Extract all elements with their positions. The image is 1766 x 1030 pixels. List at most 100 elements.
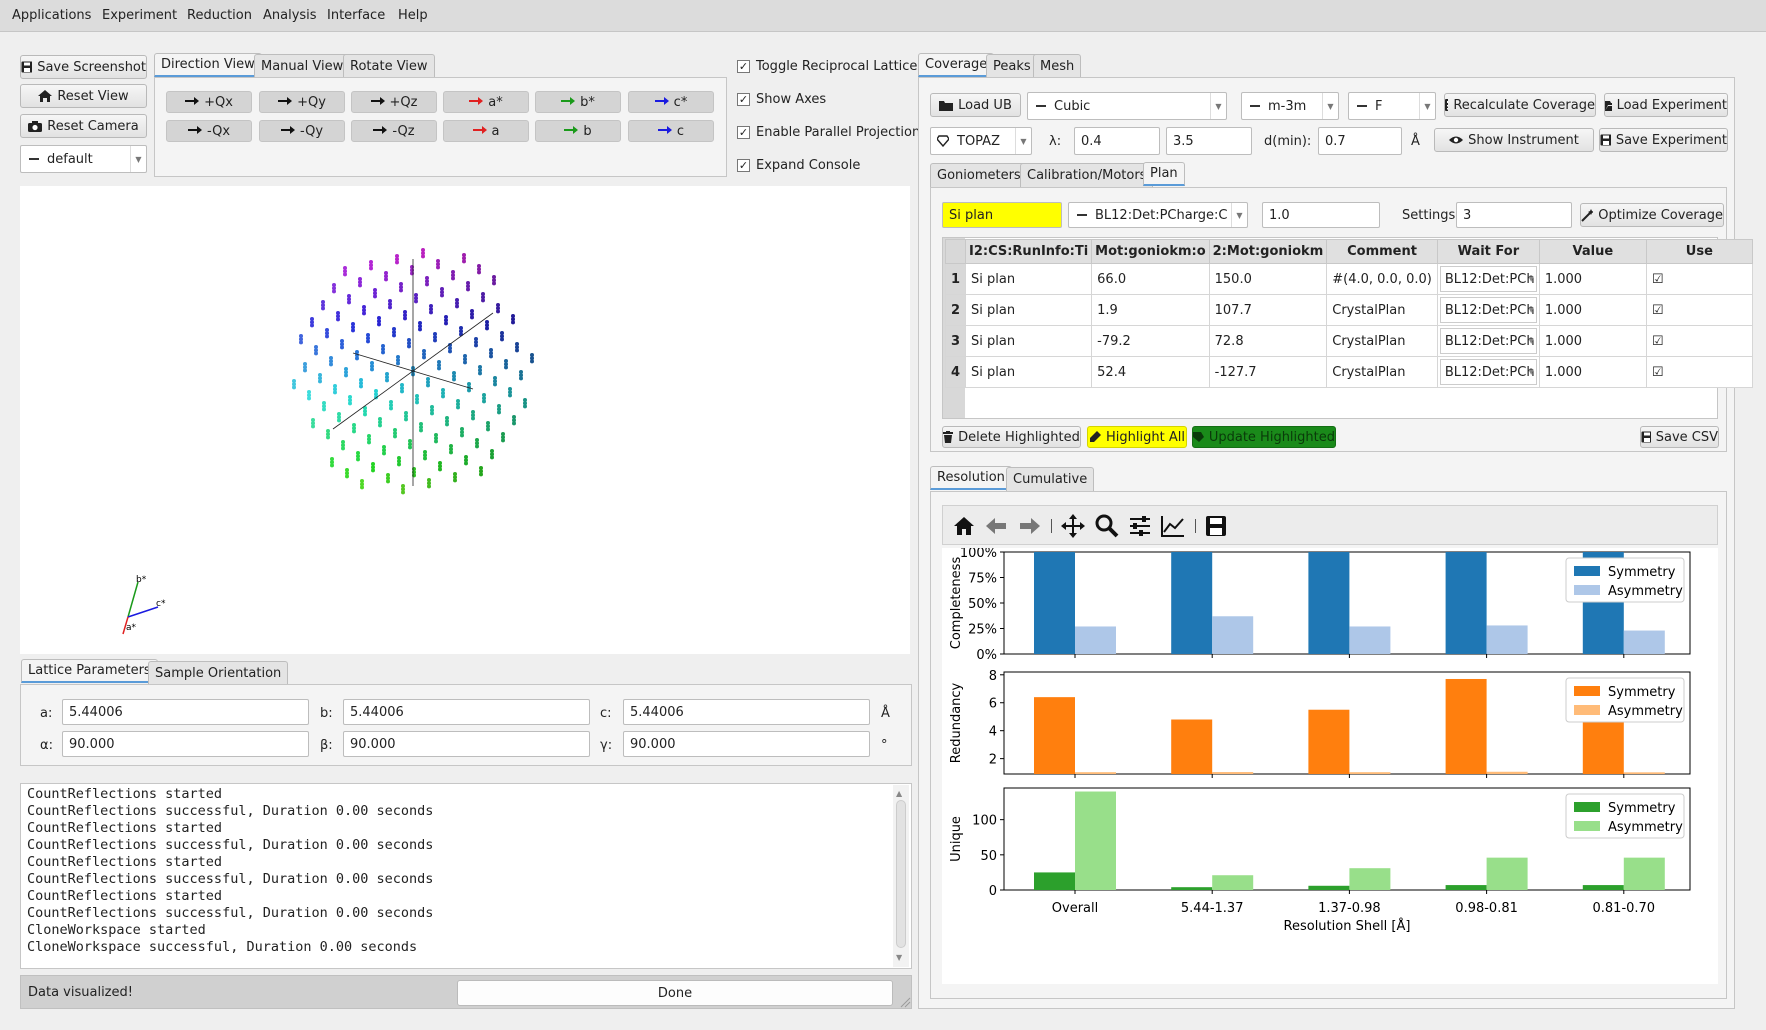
- beta-input[interactable]: 90.000: [343, 731, 590, 757]
- save-experiment-button[interactable]: Save Experiment: [1599, 128, 1728, 152]
- tab-goniometers[interactable]: Goniometers: [930, 163, 1028, 187]
- checkbox-icon[interactable]: ✓: [737, 126, 750, 139]
- menu-reduction[interactable]: Reduction: [187, 8, 252, 23]
- direction-button[interactable]: -Qz: [351, 120, 437, 142]
- table-row[interactable]: 1 Si plan 66.0 150.0 #(4.0, 0.0, 0.0) BL12:De…: [945, 263, 1753, 295]
- cell-motor2[interactable]: -127.7: [1208, 356, 1328, 388]
- cell-wait-for[interactable]: BL12:Det:PCh ▼: [1436, 356, 1540, 388]
- direction-button[interactable]: -Qx: [166, 120, 252, 142]
- console-output[interactable]: CountReflections started CountReflections…: [20, 783, 912, 969]
- back-arrow-icon[interactable]: [985, 516, 1007, 536]
- save-csv-button[interactable]: Save CSV: [1640, 426, 1719, 448]
- menu-analysis[interactable]: Analysis: [263, 8, 317, 23]
- row-number[interactable]: 2: [945, 294, 966, 326]
- direction-button[interactable]: b*: [535, 91, 621, 113]
- cell-comment[interactable]: CrystalPlan: [1326, 325, 1438, 357]
- save-figure-icon[interactable]: [1205, 515, 1227, 537]
- tab-mesh[interactable]: Mesh: [1033, 54, 1082, 78]
- reciprocal-lattice-view[interactable]: b* c* a*: [20, 186, 910, 654]
- checkbox-icon[interactable]: ✓: [737, 60, 750, 73]
- dmin-input[interactable]: 0.7: [1318, 127, 1402, 155]
- settings-input[interactable]: 3: [1456, 202, 1572, 228]
- lambda-min-input[interactable]: 0.4: [1074, 127, 1160, 155]
- cell-comment[interactable]: CrystalPlan: [1326, 294, 1438, 326]
- cell-motor2[interactable]: 150.0: [1208, 263, 1328, 295]
- cell-motor1[interactable]: 1.9: [1091, 294, 1210, 326]
- cell-use[interactable]: ☑: [1645, 294, 1753, 326]
- menu-applications[interactable]: Applications: [12, 8, 92, 23]
- crystal-system-select[interactable]: Cubic ▼: [1027, 92, 1227, 120]
- cell-value[interactable]: 1.000: [1538, 263, 1647, 295]
- menu-help[interactable]: Help: [398, 8, 428, 23]
- resize-grip-icon[interactable]: [899, 996, 911, 1008]
- row-number[interactable]: 3: [945, 325, 966, 357]
- cell-motor2[interactable]: 107.7: [1208, 294, 1328, 326]
- tab-rotate-view[interactable]: Rotate View: [343, 54, 435, 78]
- wait-for-select[interactable]: BL12:Det:PCh ▼: [1439, 266, 1537, 292]
- cell-title[interactable]: Si plan: [964, 294, 1093, 326]
- direction-button[interactable]: +Qy: [259, 91, 345, 113]
- reset-camera-button[interactable]: Reset Camera: [20, 114, 147, 138]
- reset-view-button[interactable]: Reset View: [20, 84, 147, 108]
- tab-calibration-motors[interactable]: Calibration/Motors: [1020, 163, 1154, 187]
- alpha-input[interactable]: 90.000: [62, 731, 309, 757]
- row-number[interactable]: 4: [945, 356, 966, 388]
- zoom-icon[interactable]: [1095, 514, 1119, 538]
- load-ub-button[interactable]: Load UB: [930, 93, 1021, 117]
- line-chart-icon[interactable]: [1161, 515, 1185, 537]
- column-header-motor2[interactable]: 2:Mot:goniokm: [1208, 239, 1328, 264]
- cell-wait-for[interactable]: BL12:Det:PCh ▼: [1436, 325, 1540, 357]
- direction-button[interactable]: c*: [628, 91, 714, 113]
- cell-value[interactable]: 1.000: [1538, 294, 1647, 326]
- table-row[interactable]: 2 Si plan 1.9 107.7 CrystalPlan BL12:Det:PCh ▼…: [945, 294, 1753, 326]
- cell-use[interactable]: ☑: [1645, 325, 1753, 357]
- pan-icon[interactable]: [1061, 514, 1085, 538]
- a-input[interactable]: 5.44006: [62, 699, 309, 725]
- tab-sample-orientation[interactable]: Sample Orientation: [148, 661, 289, 685]
- cell-value[interactable]: 1.000: [1538, 325, 1647, 357]
- column-header-value[interactable]: Value: [1538, 239, 1647, 264]
- checkbox-icon[interactable]: ✓: [737, 93, 750, 106]
- tab-manual-view[interactable]: Manual View: [254, 54, 351, 78]
- update-highlighted-button[interactable]: Update Highlighted: [1192, 426, 1336, 448]
- cell-motor1[interactable]: 52.4: [1091, 356, 1210, 388]
- tab-plan[interactable]: Plan: [1143, 162, 1185, 186]
- cell-title[interactable]: Si plan: [964, 356, 1093, 388]
- cell-motor1[interactable]: -79.2: [1091, 325, 1210, 357]
- column-header-title[interactable]: I2:CS:RunInfo:Ti: [964, 239, 1093, 264]
- direction-button[interactable]: c: [628, 120, 714, 142]
- cell-comment[interactable]: CrystalPlan: [1326, 356, 1438, 388]
- cell-wait-for[interactable]: BL12:Det:PCh ▼: [1436, 263, 1540, 295]
- sliders-icon[interactable]: [1129, 515, 1151, 537]
- b-input[interactable]: 5.44006: [343, 699, 590, 725]
- c-input[interactable]: 5.44006: [623, 699, 870, 725]
- tab-lattice-parameters[interactable]: Lattice Parameters: [21, 659, 158, 683]
- delete-highlighted-button[interactable]: Delete Highlighted: [942, 426, 1081, 448]
- show-instrument-button[interactable]: Show Instrument: [1434, 128, 1594, 152]
- column-header-comment[interactable]: Comment: [1326, 239, 1438, 264]
- direction-button[interactable]: +Qx: [166, 91, 252, 113]
- tab-resolution[interactable]: Resolution: [930, 466, 1012, 490]
- direction-button[interactable]: b: [535, 120, 621, 142]
- table-row[interactable]: 3 Si plan -79.2 72.8 CrystalPlan BL12:Det:PCh…: [945, 325, 1753, 357]
- home-icon[interactable]: [953, 516, 975, 536]
- cell-use[interactable]: ☑: [1645, 356, 1753, 388]
- load-experiment-button[interactable]: Load Experiment: [1604, 93, 1728, 117]
- wait-value-input[interactable]: 1.0: [1262, 202, 1380, 228]
- wait-for-select[interactable]: BL12:Det:PCh ▼: [1439, 297, 1537, 323]
- save-screenshot-button[interactable]: Save Screenshot: [20, 55, 147, 79]
- cell-motor1[interactable]: 66.0: [1091, 263, 1210, 295]
- wait-for-select[interactable]: BL12:Det:PCh ▼: [1439, 359, 1537, 385]
- cell-value[interactable]: 1.000: [1538, 356, 1647, 388]
- wait-variable-select[interactable]: BL12:Det:PCharge:C ▼: [1068, 202, 1248, 228]
- cell-comment[interactable]: #(4.0, 0.0, 0.0): [1326, 263, 1438, 295]
- highlight-all-button[interactable]: Highlight All: [1087, 426, 1187, 448]
- checkbox-option[interactable]: ✓ Show Axes: [737, 92, 826, 107]
- menu-experiment[interactable]: Experiment: [102, 8, 178, 23]
- checkbox-icon[interactable]: ✓: [737, 159, 750, 172]
- direction-button[interactable]: a: [443, 120, 529, 142]
- recalculate-coverage-button[interactable]: Recalculate Coverage: [1444, 93, 1596, 117]
- instrument-select[interactable]: TOPAZ ▼: [930, 127, 1032, 155]
- direction-button[interactable]: a*: [443, 91, 529, 113]
- tab-cumulative[interactable]: Cumulative: [1006, 467, 1095, 491]
